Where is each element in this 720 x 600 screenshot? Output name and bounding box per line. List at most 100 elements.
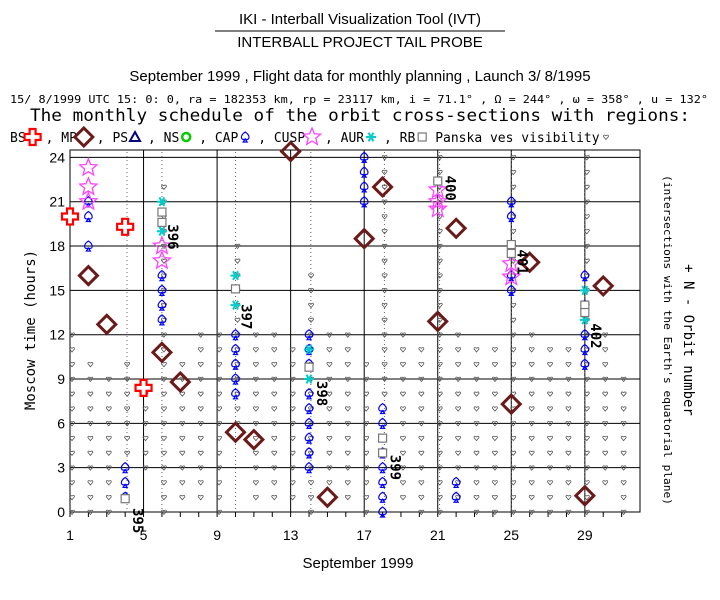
visibility-mark — [418, 450, 425, 457]
visibility-mark — [363, 494, 370, 501]
visibility-mark — [620, 509, 627, 516]
visibility-mark — [381, 302, 388, 309]
cap-point — [580, 358, 590, 370]
visibility-mark — [308, 494, 314, 501]
visibility-mark — [602, 347, 609, 353]
visibility-mark — [492, 494, 498, 501]
aur-point — [304, 374, 314, 384]
visibility-mark — [69, 509, 75, 516]
visibility-mark — [528, 435, 535, 442]
visibility-mark — [381, 199, 388, 205]
y-tick-label: 6 — [57, 415, 65, 431]
visibility-mark — [289, 376, 296, 383]
visibility-mark — [289, 435, 296, 442]
visibility-mark — [455, 450, 462, 457]
visibility-mark — [271, 347, 278, 353]
visibility-mark — [105, 450, 112, 457]
visibility-mark — [161, 494, 167, 501]
visibility-mark — [363, 406, 370, 412]
visibility-mark — [344, 450, 351, 457]
legend-symbol-6 — [366, 132, 376, 142]
visibility-mark — [69, 376, 75, 383]
visibility-mark — [528, 406, 535, 412]
visibility-mark — [473, 421, 480, 427]
visibility-mark — [289, 421, 296, 427]
visibility-mark — [510, 317, 517, 324]
visibility-mark — [620, 494, 627, 501]
cusp-point — [427, 190, 448, 211]
visibility-mark — [271, 480, 278, 486]
visibility-mark — [234, 391, 241, 397]
visibility-mark — [528, 376, 535, 383]
visibility-mark — [583, 361, 590, 368]
cap-point — [451, 491, 461, 503]
legend-symbol-3 — [180, 131, 192, 143]
visibility-mark — [547, 421, 553, 427]
visibility-mark — [510, 391, 517, 397]
cap-point — [157, 299, 167, 311]
visibility-mark — [363, 421, 370, 427]
legend-label-2: , PS — [97, 131, 128, 146]
cap-point — [451, 476, 461, 489]
visibility-mark — [289, 347, 296, 353]
visibility-mark — [363, 509, 370, 516]
visibility-mark — [326, 465, 333, 471]
visibility-mark — [510, 376, 517, 383]
y-tick-label: 3 — [57, 460, 65, 476]
visibility-mark — [436, 406, 443, 412]
visibility-mark — [326, 450, 333, 457]
visibility-mark — [105, 480, 112, 486]
visibility-mark — [418, 421, 425, 427]
visibility-mark — [105, 406, 112, 412]
visibility-mark — [436, 391, 443, 397]
cap-point — [378, 506, 387, 518]
visibility-mark — [69, 347, 75, 353]
rb-point — [120, 494, 130, 504]
visibility-mark — [473, 480, 480, 486]
visibility-mark — [105, 494, 112, 501]
visibility-mark — [455, 421, 462, 427]
visibility-mark — [271, 406, 278, 412]
visibility-mark — [344, 494, 351, 501]
cap-point — [231, 388, 240, 400]
visibility-mark — [197, 347, 204, 353]
plot-frame — [69, 149, 641, 513]
visibility-mark — [400, 376, 406, 383]
visibility-mark — [161, 391, 167, 397]
x-tick-labels: 1 5 9 13 17 21 25 29 — [66, 527, 593, 543]
visibility-mark — [179, 406, 186, 412]
visibility-mark — [363, 465, 370, 471]
visibility-mark — [197, 406, 204, 412]
visibility-mark — [252, 421, 259, 427]
cap-point — [506, 210, 516, 223]
visibility-mark — [326, 435, 333, 442]
orbit-number-label: 395 — [129, 508, 145, 533]
visibility-mark — [492, 406, 498, 412]
right-axis-label: + N - Orbit number — [680, 264, 696, 416]
visibility-mark — [602, 450, 609, 457]
visibility-mark — [418, 347, 425, 353]
legend-symbol-5 — [301, 126, 323, 146]
visibility-mark — [400, 421, 406, 427]
visibility-mark — [234, 243, 241, 250]
visibility-mark — [161, 317, 167, 324]
visibility-mark — [418, 406, 425, 412]
visibility-mark — [436, 288, 443, 294]
mp-point — [500, 393, 523, 416]
visibility-mark — [583, 450, 590, 457]
schedule-title: The monthly schedule of the orbit cross-… — [30, 106, 690, 126]
cap-point — [580, 269, 590, 282]
visibility-mark — [528, 480, 535, 486]
visibility-mark — [344, 406, 351, 412]
rb-point — [433, 176, 443, 186]
visibility-mark — [87, 480, 94, 486]
legend-symbol-4 — [240, 131, 250, 143]
visibility-mark — [436, 169, 443, 176]
cap-point — [231, 343, 240, 356]
visibility-mark — [381, 376, 388, 383]
visibility-mark — [252, 376, 259, 383]
visibility-mark — [69, 421, 75, 427]
visibility-mark — [528, 465, 535, 471]
visibility-mark — [565, 347, 572, 353]
visibility-mark — [381, 391, 388, 397]
